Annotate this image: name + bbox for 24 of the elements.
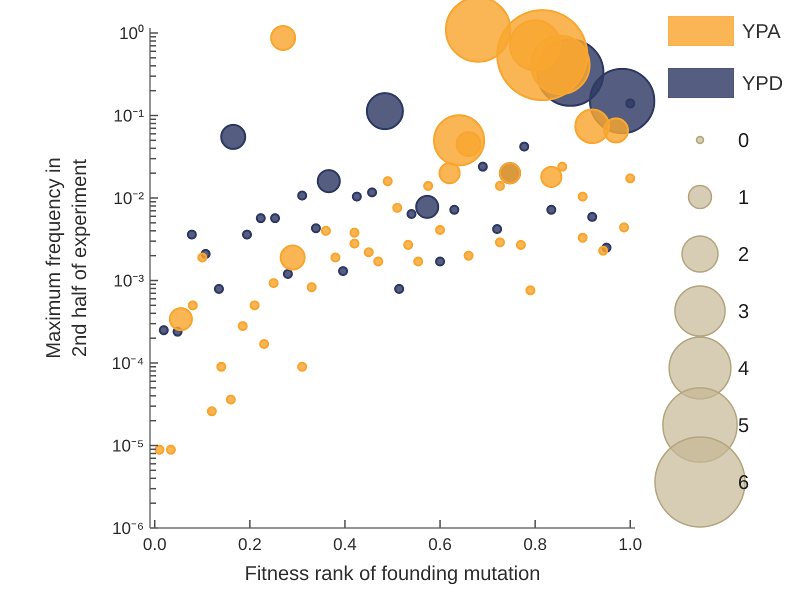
y-tick-label: 10⁻²: [113, 188, 144, 208]
legend-label: YPA: [742, 21, 782, 43]
legend-label: 5: [738, 415, 750, 437]
x-axis-title: Fitness rank of founding mutation: [244, 563, 540, 585]
y-tick-label: 10⁻¹: [113, 106, 144, 126]
legend-label: 6: [738, 472, 750, 494]
x-tick-label: 0.4: [333, 535, 357, 554]
y-tick-label: 10⁻⁵: [112, 436, 144, 456]
legend-label: 4: [738, 358, 750, 380]
x-tick-label: 0.0: [142, 535, 167, 554]
x-tick-label: 1.0: [618, 535, 642, 554]
legend-label: 1: [738, 187, 750, 209]
y-tick-label: 10⁻⁴: [112, 354, 144, 373]
y-tick-label: 10⁻⁶: [112, 518, 144, 538]
legend-label: YPD: [742, 73, 784, 95]
legend-label: 2: [738, 244, 750, 266]
legend-label: 0: [738, 130, 750, 152]
x-tick-label: 0.6: [428, 535, 452, 554]
x-tick-label: 0.8: [523, 535, 547, 554]
y-axis-title: Maximum frequency in 2nd half of experiment: [43, 157, 91, 359]
y-tick-label: 10⁰: [119, 24, 144, 43]
legend-label: 3: [738, 301, 750, 323]
y-tick-label: 10⁻³: [113, 271, 144, 290]
x-tick-label: 0.2: [238, 535, 262, 554]
